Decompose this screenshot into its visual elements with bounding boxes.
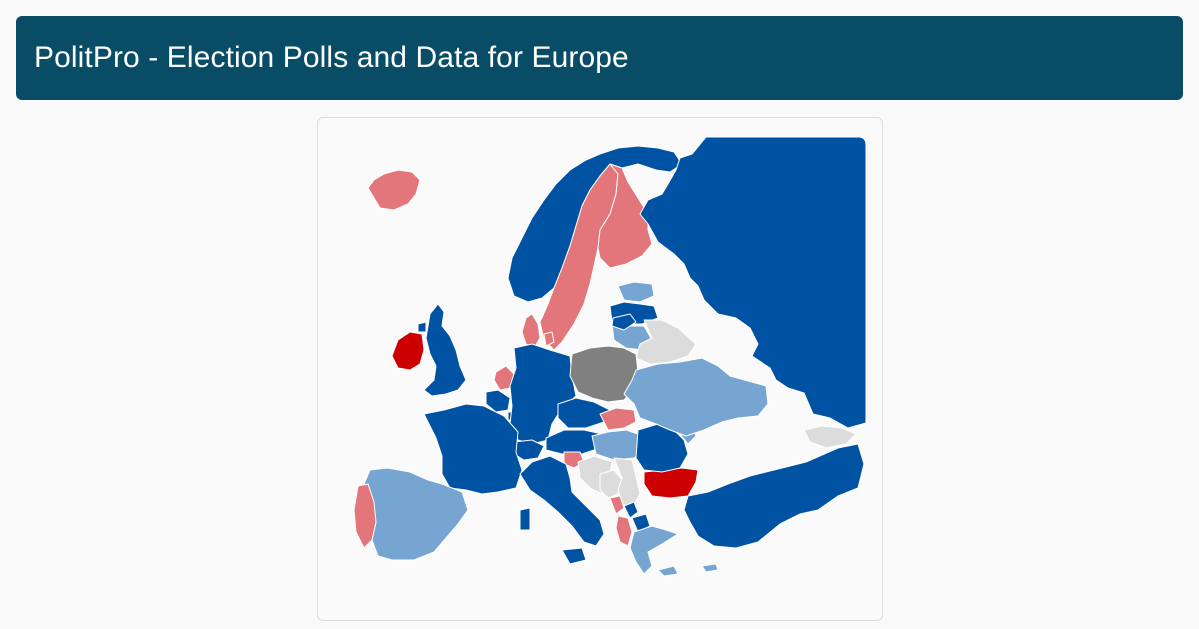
- country-estonia[interactable]: [617, 281, 655, 303]
- country-france[interactable]: [423, 403, 523, 495]
- country-turkey[interactable]: [683, 443, 865, 549]
- country-russia[interactable]: [611, 136, 867, 429]
- country-germany[interactable]: [509, 343, 577, 445]
- country-ireland[interactable]: [391, 331, 425, 371]
- country-denmark[interactable]: [521, 313, 555, 349]
- country-portugal[interactable]: [353, 483, 377, 549]
- country-kosovo[interactable]: [623, 501, 639, 519]
- country-georgia[interactable]: [803, 425, 857, 449]
- country-bosnia-and-herzegovina[interactable]: [599, 469, 623, 499]
- country-greece[interactable]: [629, 525, 679, 577]
- country-finland[interactable]: [597, 163, 653, 269]
- country-switzerland[interactable]: [513, 439, 545, 461]
- country-belgium[interactable]: [485, 389, 511, 413]
- country-albania[interactable]: [615, 515, 633, 547]
- country-ukraine[interactable]: [623, 357, 769, 437]
- country-belarus[interactable]: [635, 319, 697, 365]
- country-slovakia[interactable]: [599, 407, 637, 431]
- country-united-kingdom[interactable]: [417, 303, 467, 397]
- country-bulgaria[interactable]: [643, 467, 699, 499]
- europe-map: [353, 136, 867, 577]
- country-north-macedonia[interactable]: [631, 513, 651, 533]
- country-cyprus[interactable]: [701, 563, 719, 573]
- country-italy[interactable]: [519, 455, 605, 565]
- country-iceland[interactable]: [367, 169, 421, 211]
- page-title: PolitPro - Election Polls and Data for E…: [34, 41, 629, 74]
- europe-map-card: [317, 117, 883, 621]
- country-sweden[interactable]: [539, 163, 619, 351]
- country-montenegro[interactable]: [609, 495, 625, 515]
- page-header: PolitPro - Election Polls and Data for E…: [16, 16, 1183, 100]
